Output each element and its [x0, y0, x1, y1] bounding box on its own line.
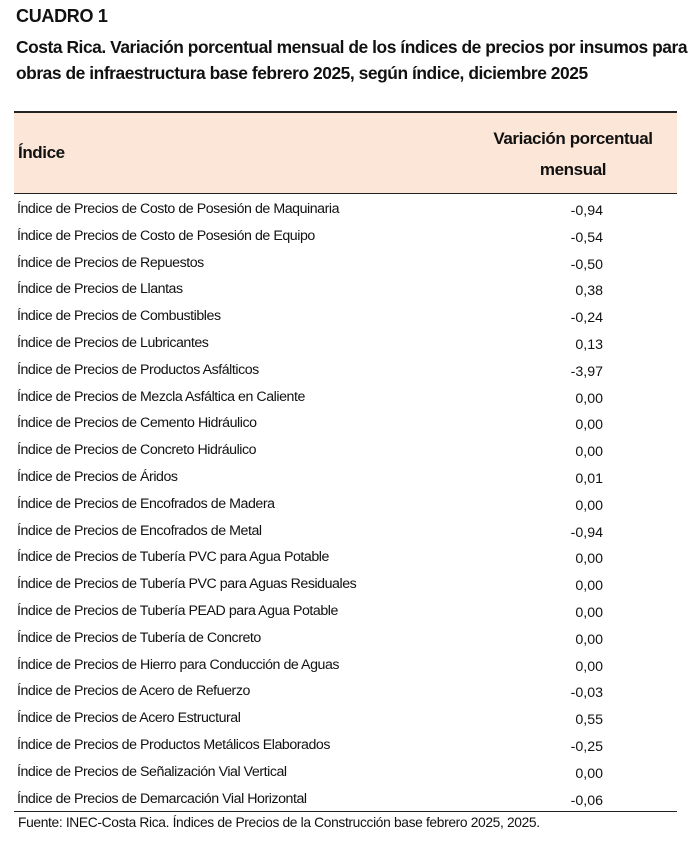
row-index-name: Índice de Precios de Costo de Posesión d…	[17, 227, 315, 244]
row-index-name: Índice de Precios de Combustibles	[17, 308, 221, 325]
row-variation-value: 0,01	[575, 470, 603, 487]
row-index-name: Índice de Precios de Tubería PVC para Ag…	[17, 549, 329, 566]
row-index-name: Índice de Precios de Mezcla Asfáltica en…	[17, 388, 305, 405]
row-variation-value: -0,06	[570, 792, 603, 809]
row-variation-value: -0,50	[570, 256, 603, 273]
row-variation-value: -0,54	[570, 229, 603, 246]
row-index-name: Índice de Precios de Lubricantes	[17, 334, 209, 351]
row-index-name: Índice de Precios de Productos Metálicos…	[17, 736, 331, 753]
row-index-name: Índice de Precios de Tubería de Concreto	[17, 629, 261, 646]
table-row: Índice de Precios de Mezcla Asfáltica en…	[14, 385, 677, 412]
table-row: Índice de Precios de Lubricantes 0,13	[14, 331, 677, 358]
row-index-name: Índice de Precios de Acero de Refuerzo	[17, 683, 250, 700]
row-variation-value: 0,00	[575, 765, 603, 782]
row-index-name: Índice de Precios de Concreto Hidráulico	[17, 442, 257, 459]
row-variation-value: 0,00	[575, 658, 603, 675]
table-row: Índice de Precios de Cemento Hidráulico 0…	[14, 411, 677, 438]
row-index-name: Índice de Precios de Cemento Hidráulico	[17, 415, 257, 432]
table-row: Índice de Precios de Señalización Vial V…	[14, 760, 677, 787]
table-row: Índice de Precios de Tubería PEAD para A…	[14, 599, 677, 626]
table-row: Índice de Precios de Acero Estructural 0,…	[14, 706, 677, 733]
table-row: Índice de Precios de Hierro para Conducc…	[14, 653, 677, 680]
row-variation-value: -0,24	[570, 310, 603, 327]
table-row: Índice de Precios de Áridos 0,01	[14, 465, 677, 492]
table-bottom-rule	[14, 811, 677, 812]
row-index-name: Índice de Precios de Encofrados de Metal	[17, 522, 262, 539]
table-row: Índice de Precios de Productos Asfáltico…	[14, 358, 677, 385]
table-row: Índice de Precios de Repuestos -0,50	[14, 251, 677, 278]
table-row: Índice de Precios de Demarcación Vial Ho…	[14, 787, 677, 814]
row-variation-value: 0,00	[575, 604, 603, 621]
row-variation-value: 0,00	[575, 631, 603, 648]
row-index-name: Índice de Precios de Tubería PVC para Ag…	[17, 576, 357, 593]
row-index-name: Índice de Precios de Llantas	[17, 281, 183, 298]
row-variation-value: -3,97	[570, 363, 603, 380]
row-index-name: Índice de Precios de Repuestos	[17, 254, 204, 271]
row-variation-value: 0,00	[575, 444, 603, 461]
row-index-name: Índice de Precios de Acero Estructural	[17, 710, 241, 727]
table-number-label: CUADRO 1	[16, 6, 108, 26]
table-row: Índice de Precios de Costo de Posesión d…	[14, 224, 677, 251]
row-variation-value: -0,03	[570, 685, 603, 702]
row-variation-value: 0,00	[575, 417, 603, 434]
table-row: Índice de Precios de Tubería de Concreto…	[14, 626, 677, 653]
table-row: Índice de Precios de Tubería PVC para Ag…	[14, 572, 677, 599]
row-index-name: Índice de Precios de Productos Asfáltico…	[17, 361, 259, 378]
row-variation-value: 0,00	[575, 497, 603, 514]
row-index-name: Índice de Precios de Costo de Posesión d…	[17, 201, 340, 217]
table-row: Índice de Precios de Acero de Refuerzo -0…	[14, 679, 677, 706]
row-index-name: Índice de Precios de Hierro para Conducc…	[17, 656, 340, 673]
row-index-name: Índice de Precios de Encofrados de Mader…	[17, 495, 275, 512]
row-variation-value: 0,00	[575, 390, 603, 407]
table-row: Índice de Precios de Combustibles -0,24	[14, 304, 677, 331]
table-body: Índice de Precios de Costo de Posesión d…	[14, 194, 677, 813]
row-variation-value: 0,55	[575, 712, 603, 729]
table-row: Índice de Precios de Productos Metálicos…	[14, 733, 677, 760]
table-header: Índice Variación porcentual mensual	[14, 111, 677, 194]
table-row: Índice de Precios de Encofrados de Mader…	[14, 492, 677, 519]
table-title: Costa Rica. Variación porcentual mensual…	[16, 37, 688, 83]
column-header-variation: Variación porcentual mensual	[493, 129, 653, 179]
data-table: Índice Variación porcentual mensual Índi…	[14, 111, 677, 813]
row-index-name: Índice de Precios de Demarcación Vial Ho…	[17, 790, 307, 807]
row-variation-value: 0,00	[575, 551, 603, 568]
table-row: Índice de Precios de Tubería PVC para Ag…	[14, 545, 677, 572]
row-variation-value: -0,94	[570, 203, 603, 219]
table-row: Índice de Precios de Encofrados de Metal…	[14, 519, 677, 546]
column-header-index: Índice	[18, 143, 65, 162]
row-variation-value: -0,94	[570, 524, 603, 541]
table-row: Índice de Precios de Llantas 0,38	[14, 277, 677, 304]
table-row: Índice de Precios de Concreto Hidráulico…	[14, 438, 677, 465]
row-index-name: Índice de Precios de Señalización Vial V…	[17, 763, 287, 780]
row-variation-value: 0,13	[575, 336, 603, 353]
table-row: Índice de Precios de Costo de Posesión d…	[14, 197, 677, 224]
source-note: Fuente: INEC-Costa Rica. Índices de Prec…	[18, 815, 540, 830]
row-variation-value: 0,38	[575, 283, 603, 300]
row-index-name: Índice de Precios de Áridos	[17, 468, 178, 485]
row-variation-value: -0,25	[570, 738, 603, 755]
row-index-name: Índice de Precios de Tubería PEAD para A…	[17, 602, 338, 619]
row-variation-value: 0,00	[575, 578, 603, 595]
